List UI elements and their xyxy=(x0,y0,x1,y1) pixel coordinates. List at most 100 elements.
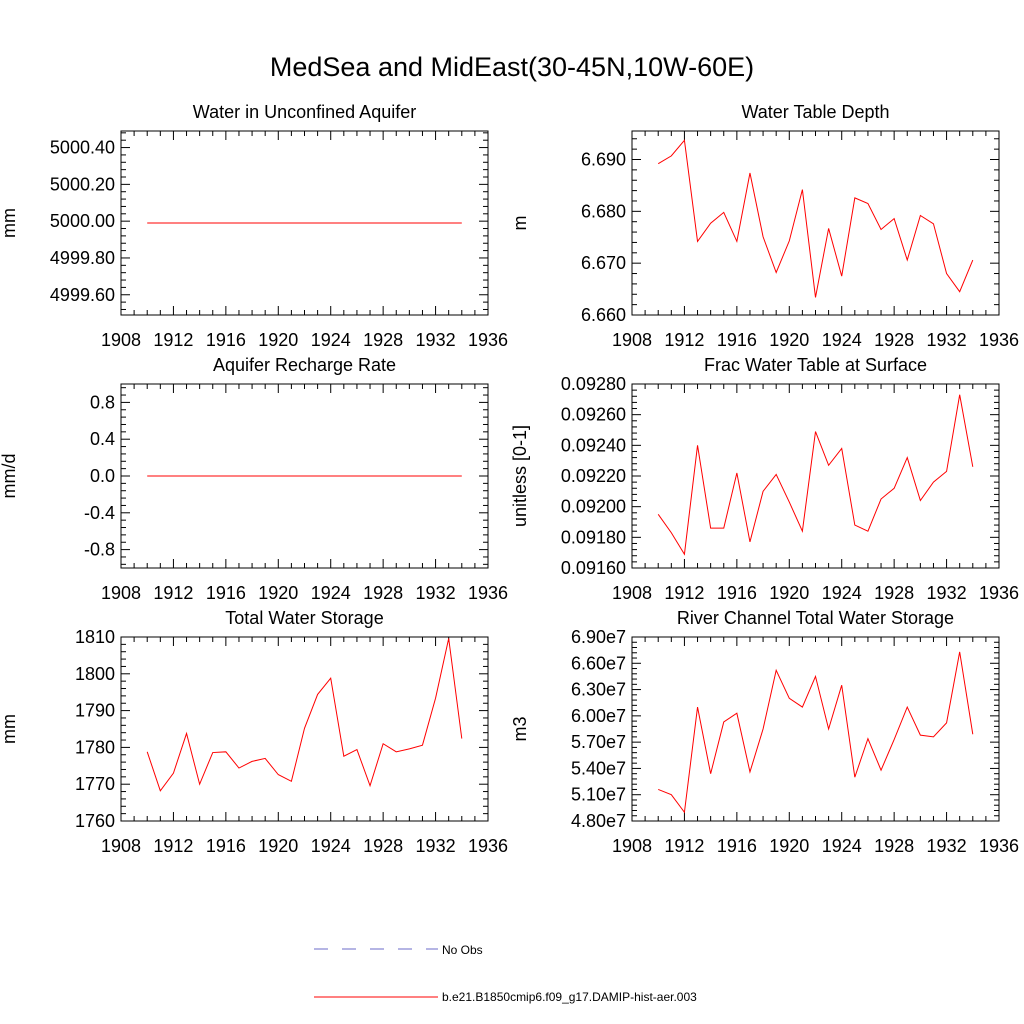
y-tick-label: 5.10e7 xyxy=(571,785,626,805)
series-line xyxy=(146,638,463,792)
x-tick-label: 1920 xyxy=(769,330,809,350)
x-tick-label: 1912 xyxy=(664,330,704,350)
panel-title: Water in Unconfined Aquifer xyxy=(193,102,416,122)
legend-label-no-obs: No Obs xyxy=(442,943,483,957)
y-tick-label: 4999.60 xyxy=(50,285,115,305)
y-tick-label: 5.40e7 xyxy=(571,758,626,778)
x-tick-label: 1936 xyxy=(468,330,508,350)
y-axis-label: m3 xyxy=(510,716,530,741)
panel-6: River Channel Total Water Storage m3 1908 1… xyxy=(510,608,1019,856)
y-tick-label: 0.09220 xyxy=(561,466,626,486)
panel-title: Frac Water Table at Surface xyxy=(704,355,927,375)
x-tick-label: 1932 xyxy=(416,330,456,350)
y-tick-label: 1800 xyxy=(75,664,115,684)
panel-2: Water Table Depth m 1908 1912 1916 1920 1924 19… xyxy=(510,102,1019,350)
x-tick-label: 1912 xyxy=(153,836,193,856)
x-tick-label: 1920 xyxy=(769,836,809,856)
x-tick-label: 1920 xyxy=(258,583,298,603)
x-tick-label: 1924 xyxy=(311,836,351,856)
x-tick-label: 1920 xyxy=(258,836,298,856)
y-tick-label: 1760 xyxy=(75,811,115,831)
y-tick-label: -0.4 xyxy=(84,503,115,523)
y-tick-label: 0.09280 xyxy=(561,374,626,394)
panel-title: Water Table Depth xyxy=(741,102,889,122)
y-tick-label: 0.09180 xyxy=(561,527,626,547)
series-line xyxy=(657,139,974,298)
x-tick-label: 1916 xyxy=(717,836,757,856)
x-tick-label: 1932 xyxy=(927,583,967,603)
y-tick-label: 6.680 xyxy=(581,201,626,221)
x-tick-label: 1932 xyxy=(416,836,456,856)
x-tick-label: 1928 xyxy=(363,836,403,856)
x-tick-label: 1932 xyxy=(927,330,967,350)
y-tick-label: 5.70e7 xyxy=(571,732,626,752)
y-tick-label: 5000.20 xyxy=(50,174,115,194)
x-tick-label: 1908 xyxy=(101,583,141,603)
x-tick-label: 1936 xyxy=(979,836,1019,856)
x-tick-label: 1924 xyxy=(822,836,862,856)
legend-label-model: b.e21.B1850cmip6.f09_g17.DAMIP-hist-aer.… xyxy=(442,990,697,1004)
panel-title: River Channel Total Water Storage xyxy=(677,608,954,628)
x-tick-label: 1908 xyxy=(101,330,141,350)
panel-title: Total Water Storage xyxy=(225,608,383,628)
x-tick-label: 1928 xyxy=(363,583,403,603)
x-tick-label: 1908 xyxy=(612,836,652,856)
x-tick-label: 1912 xyxy=(153,583,193,603)
series-line xyxy=(658,651,974,814)
y-tick-label: 4.80e7 xyxy=(571,811,626,831)
legend-entry-no-obs: No Obs xyxy=(314,943,483,957)
x-tick-label: 1908 xyxy=(612,330,652,350)
x-tick-label: 1908 xyxy=(101,836,141,856)
x-tick-label: 1928 xyxy=(363,330,403,350)
x-tick-label: 1912 xyxy=(664,583,704,603)
plot-frame xyxy=(631,383,1000,569)
y-tick-label: 0.4 xyxy=(90,429,115,449)
y-axis-label: m xyxy=(510,216,530,231)
y-tick-label: 0.09260 xyxy=(561,405,626,425)
x-tick-label: 1916 xyxy=(717,330,757,350)
panels: Water in Unconfined Aquifer mm 1908 1912 191… xyxy=(0,102,1019,856)
x-tick-label: 1924 xyxy=(822,330,862,350)
y-axis-label: mm xyxy=(0,208,19,238)
x-tick-label: 1924 xyxy=(311,583,351,603)
y-tick-label: 0.0 xyxy=(90,466,115,486)
y-tick-label: 6.90e7 xyxy=(571,627,626,647)
y-tick-label: 0.8 xyxy=(90,392,115,412)
x-tick-label: 1936 xyxy=(979,330,1019,350)
y-tick-label: 5000.00 xyxy=(50,211,115,231)
x-tick-label: 1924 xyxy=(822,583,862,603)
y-axis-label: mm xyxy=(0,714,19,744)
y-tick-label: 0.09240 xyxy=(561,435,626,455)
x-tick-label: 1936 xyxy=(468,583,508,603)
y-tick-label: 1770 xyxy=(75,774,115,794)
y-tick-label: 6.60e7 xyxy=(571,653,626,673)
legend: No Obs b.e21.B1850cmip6.f09_g17.DAMIP-hi… xyxy=(314,943,697,1004)
x-tick-label: 1912 xyxy=(664,836,704,856)
figure-title: MedSea and MidEast(30-45N,10W-60E) xyxy=(269,52,755,82)
y-axis-label: unitless [0-1] xyxy=(510,425,530,527)
y-tick-label: 6.00e7 xyxy=(571,706,626,726)
x-tick-label: 1908 xyxy=(612,583,652,603)
y-tick-label: 1790 xyxy=(75,701,115,721)
x-tick-label: 1916 xyxy=(717,583,757,603)
legend-entry-model: b.e21.B1850cmip6.f09_g17.DAMIP-hist-aer.… xyxy=(314,990,697,1004)
y-tick-label: 5000.40 xyxy=(50,138,115,158)
x-tick-label: 1936 xyxy=(468,836,508,856)
y-tick-label: 0.09200 xyxy=(561,497,626,517)
x-tick-label: 1932 xyxy=(416,583,456,603)
x-tick-label: 1916 xyxy=(206,583,246,603)
y-tick-label: 4999.80 xyxy=(50,248,115,268)
x-tick-label: 1928 xyxy=(874,583,914,603)
x-tick-label: 1924 xyxy=(311,330,351,350)
x-tick-label: 1912 xyxy=(153,330,193,350)
x-tick-label: 1916 xyxy=(206,836,246,856)
x-tick-label: 1936 xyxy=(979,583,1019,603)
x-tick-label: 1928 xyxy=(874,836,914,856)
y-tick-label: 0.09160 xyxy=(561,558,626,578)
y-tick-label: 1780 xyxy=(75,737,115,757)
x-tick-label: 1920 xyxy=(769,583,809,603)
y-tick-label: -0.8 xyxy=(84,540,115,560)
y-tick-label: 6.690 xyxy=(581,150,626,170)
panel-5: Total Water Storage mm 1908 1912 1916 1920 192… xyxy=(0,608,508,856)
